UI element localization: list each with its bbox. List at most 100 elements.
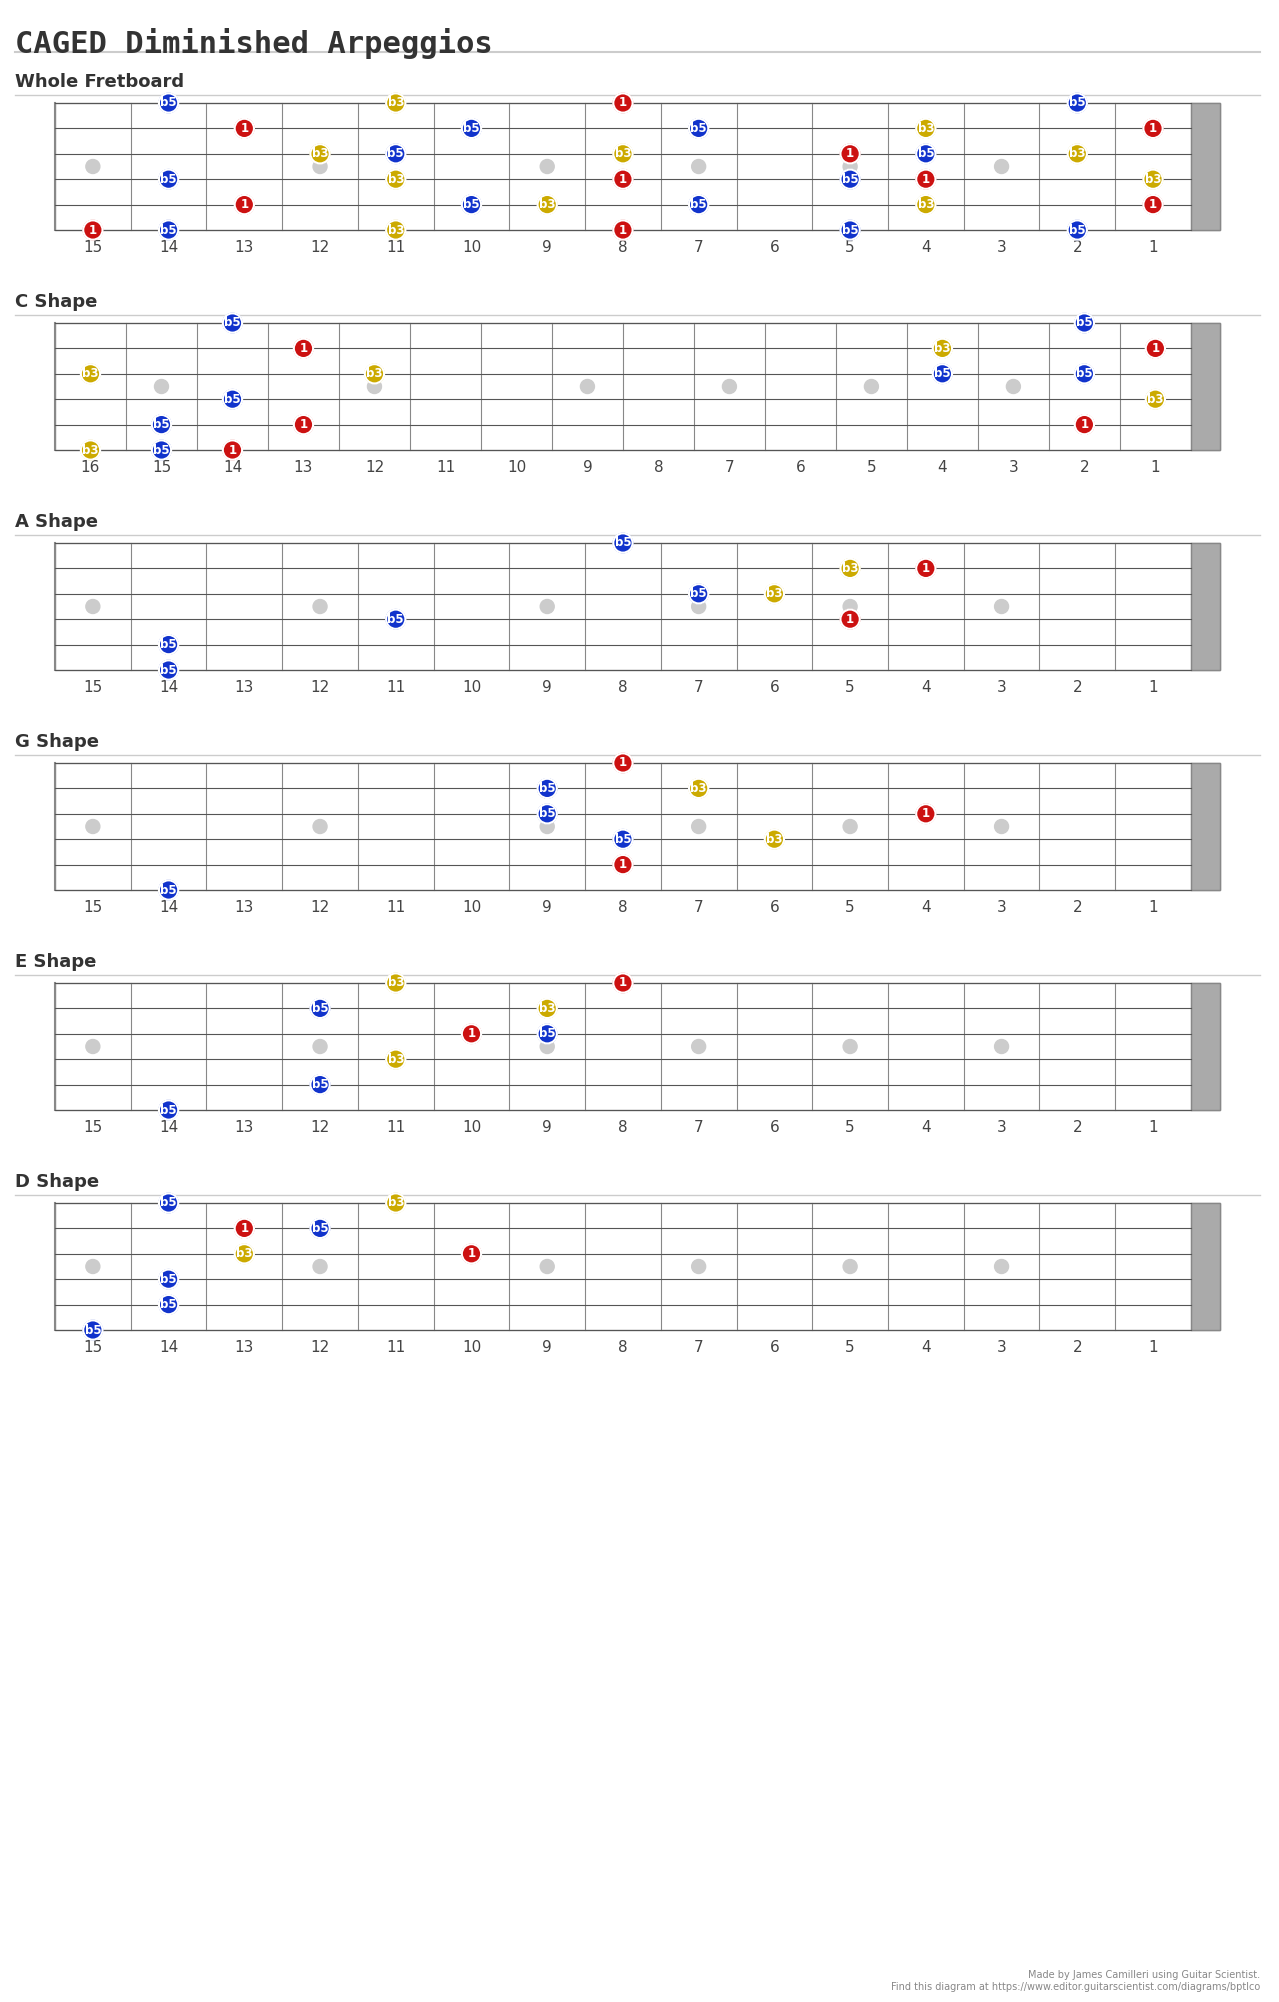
Circle shape	[386, 220, 405, 240]
Bar	[55, 102, 1220, 230]
Circle shape	[614, 94, 633, 112]
Text: 1: 1	[240, 198, 248, 210]
Circle shape	[843, 819, 857, 833]
Circle shape	[995, 1039, 1009, 1053]
Text: b3: b3	[842, 563, 858, 575]
Text: 10: 10	[462, 681, 481, 695]
Text: b3: b3	[388, 977, 404, 989]
Circle shape	[537, 779, 556, 799]
Text: 12: 12	[311, 901, 330, 915]
Circle shape	[995, 1259, 1009, 1273]
Text: b5: b5	[160, 883, 177, 897]
Circle shape	[1143, 118, 1163, 138]
Text: 8: 8	[618, 901, 628, 915]
Circle shape	[843, 599, 857, 613]
Circle shape	[81, 440, 100, 460]
Text: E Shape: E Shape	[15, 953, 96, 971]
Text: 7: 7	[693, 1339, 703, 1355]
Circle shape	[1068, 144, 1087, 164]
Text: 1: 1	[1149, 901, 1157, 915]
Text: 15: 15	[83, 681, 102, 695]
Text: b5: b5	[153, 444, 170, 456]
Circle shape	[1074, 364, 1094, 384]
Circle shape	[614, 829, 633, 849]
Text: 15: 15	[152, 460, 171, 474]
Circle shape	[386, 94, 405, 112]
Circle shape	[614, 753, 633, 773]
Text: 12: 12	[311, 681, 330, 695]
Text: 12: 12	[311, 1339, 330, 1355]
Circle shape	[294, 338, 313, 358]
Circle shape	[159, 1295, 178, 1313]
Circle shape	[765, 829, 784, 849]
Circle shape	[614, 533, 633, 553]
Bar	[55, 322, 1220, 450]
Text: b5: b5	[842, 224, 858, 236]
Text: b3: b3	[1145, 172, 1161, 186]
Text: b5: b5	[160, 1297, 177, 1311]
Text: 7: 7	[693, 240, 703, 254]
Text: b3: b3	[615, 148, 632, 160]
Text: b3: b3	[82, 366, 98, 380]
Text: 13: 13	[294, 460, 313, 474]
Circle shape	[840, 609, 859, 629]
Circle shape	[614, 220, 633, 240]
Circle shape	[692, 1259, 706, 1273]
Circle shape	[313, 160, 327, 174]
Text: 8: 8	[618, 240, 628, 254]
Circle shape	[540, 819, 554, 833]
Text: b3: b3	[388, 1053, 404, 1065]
Text: 5: 5	[845, 681, 854, 695]
Text: 3: 3	[996, 901, 1007, 915]
Bar	[55, 543, 1220, 671]
Circle shape	[692, 160, 706, 174]
Circle shape	[81, 364, 100, 384]
Text: b5: b5	[160, 1103, 177, 1117]
Circle shape	[540, 1259, 554, 1273]
Text: 1: 1	[1149, 122, 1157, 134]
Circle shape	[692, 599, 706, 613]
Text: CAGED Diminished Arpeggios: CAGED Diminished Arpeggios	[15, 28, 492, 58]
Text: 9: 9	[542, 1119, 553, 1135]
Text: 2: 2	[1073, 901, 1082, 915]
Text: 9: 9	[542, 681, 553, 695]
Circle shape	[916, 805, 935, 823]
Text: C Shape: C Shape	[15, 292, 97, 310]
Text: b5: b5	[538, 807, 555, 821]
Circle shape	[86, 599, 100, 613]
Text: 6: 6	[770, 240, 779, 254]
Text: b3: b3	[917, 198, 934, 210]
Text: b5: b5	[84, 1323, 101, 1337]
Text: 2: 2	[1079, 460, 1090, 474]
Circle shape	[1068, 94, 1087, 112]
Circle shape	[1143, 170, 1163, 188]
Text: 1: 1	[619, 224, 627, 236]
Circle shape	[86, 1039, 100, 1053]
Text: b5: b5	[312, 1221, 329, 1235]
Circle shape	[1074, 314, 1094, 332]
Text: 15: 15	[83, 901, 102, 915]
Text: 6: 6	[770, 901, 779, 915]
Circle shape	[223, 440, 242, 460]
Text: b5: b5	[388, 148, 404, 160]
Text: 8: 8	[618, 681, 628, 695]
Text: 8: 8	[654, 460, 664, 474]
Text: 4: 4	[921, 1119, 931, 1135]
Text: b3: b3	[388, 172, 404, 186]
Circle shape	[932, 338, 952, 358]
Circle shape	[995, 160, 1009, 174]
Text: 10: 10	[506, 460, 526, 474]
Circle shape	[386, 1193, 405, 1213]
Text: 5: 5	[845, 240, 854, 254]
Circle shape	[462, 1243, 481, 1263]
Text: 1: 1	[619, 757, 627, 769]
Bar	[1191, 983, 1220, 1109]
Circle shape	[386, 609, 405, 629]
Text: 5: 5	[845, 1339, 854, 1355]
Circle shape	[223, 390, 242, 408]
Text: b5: b5	[691, 122, 707, 134]
Circle shape	[932, 364, 952, 384]
Circle shape	[159, 1193, 178, 1213]
Text: 6: 6	[796, 460, 806, 474]
Circle shape	[916, 194, 935, 214]
